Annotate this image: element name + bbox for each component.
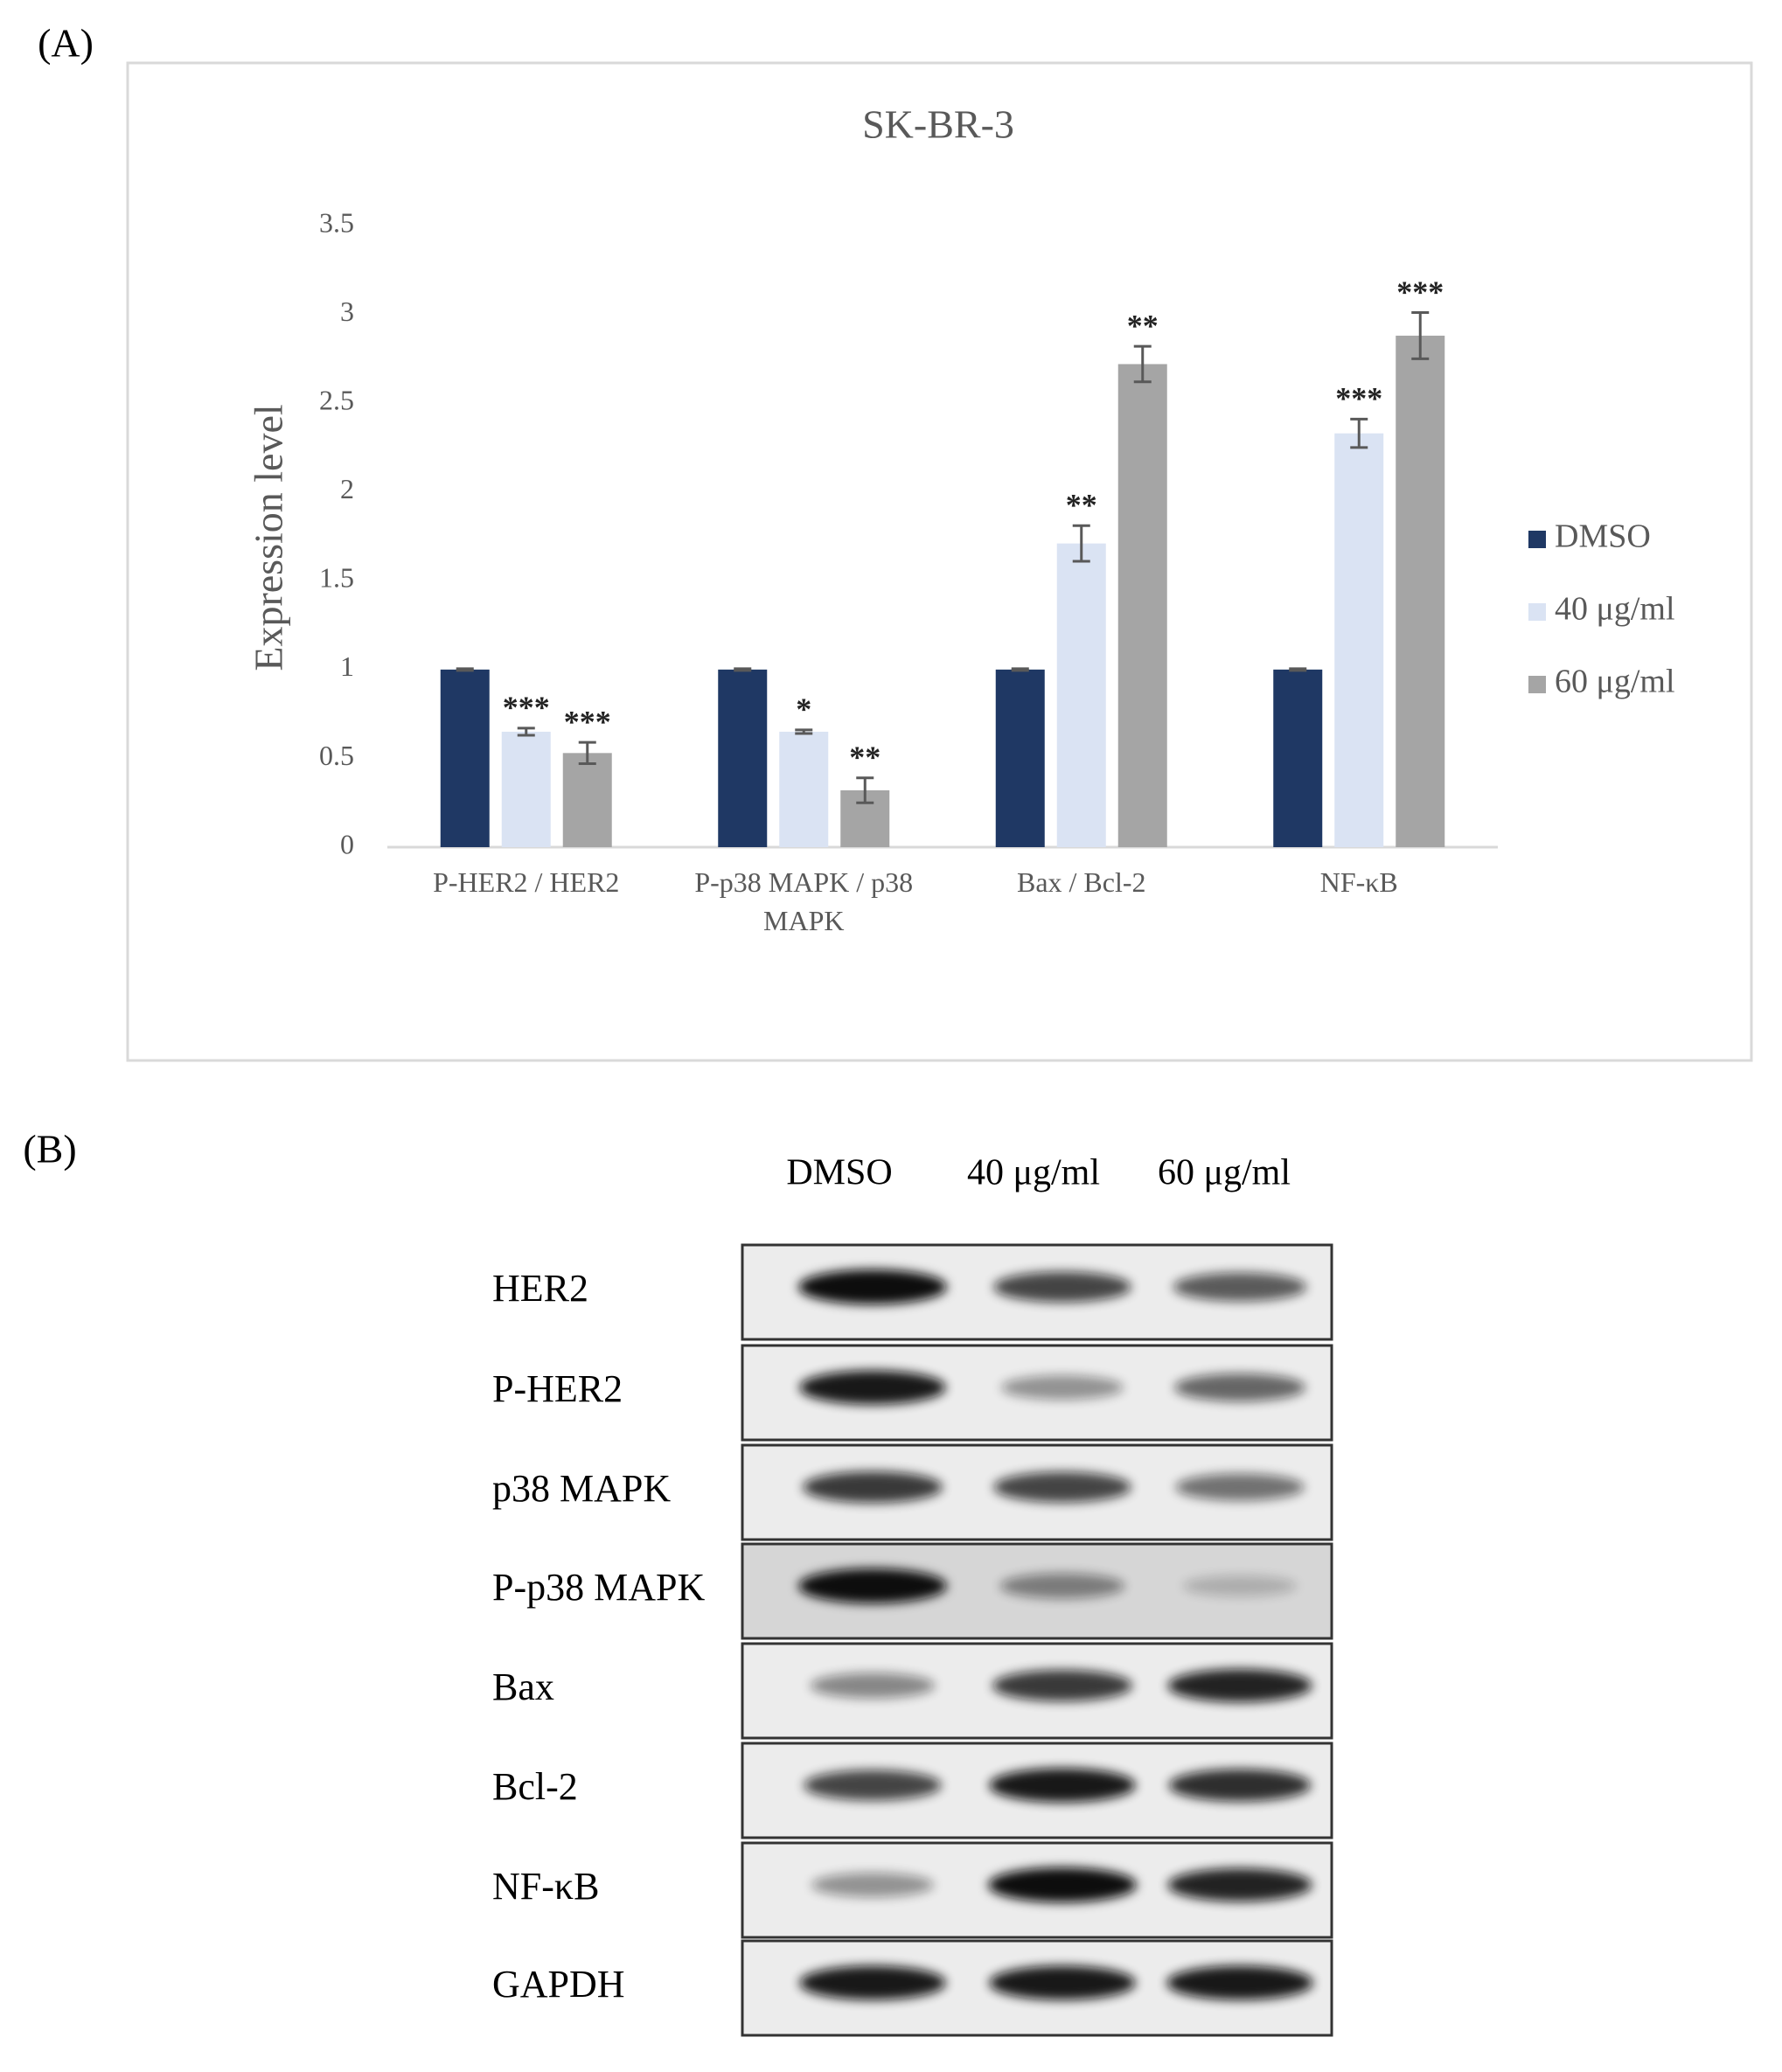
- legend-swatch: [1528, 603, 1546, 621]
- error-bar: [1350, 417, 1368, 449]
- y-tick-label: 1.5: [319, 562, 354, 594]
- error-bar: [1133, 344, 1152, 384]
- y-tick-label: 2: [340, 473, 354, 504]
- blot-band: [993, 1471, 1131, 1503]
- legend-swatch: [1528, 531, 1546, 548]
- error-bar: [1011, 667, 1029, 672]
- y-tick-label: 3.5: [319, 206, 354, 238]
- bar: [779, 731, 829, 847]
- y-tick-label: 2.5: [319, 384, 354, 415]
- blot-band: [989, 1965, 1136, 2000]
- bar: [1056, 543, 1106, 847]
- bar: [501, 731, 551, 847]
- blot-band: [803, 1471, 943, 1503]
- blot-band: [993, 1271, 1131, 1303]
- significance-label: ***: [564, 704, 611, 739]
- chart-frame: [126, 61, 1753, 1062]
- legend-label: 60 μg/ml: [1555, 664, 1675, 700]
- error-bar: [1072, 524, 1090, 563]
- blot-row-label: Bcl-2: [492, 1765, 578, 1808]
- bar: [440, 669, 490, 847]
- blot: DMSO 40 μg/ml 60 μg/ml HER2 P-HER2 p38 MAPK P-…: [492, 1153, 1333, 2037]
- panel-label: (B): [23, 1127, 76, 1172]
- bar: [1273, 669, 1323, 847]
- significance-label: ***: [1335, 381, 1382, 416]
- blot-band: [1167, 1669, 1312, 1702]
- bar: [1396, 335, 1445, 847]
- x-tick-label: P-p38 MAPK / p38 MAPK: [694, 866, 914, 936]
- legend-label: DMSO: [1555, 518, 1651, 555]
- blot-band: [1168, 1769, 1312, 1802]
- error-bar: [1289, 667, 1307, 672]
- blot-band: [1175, 1473, 1305, 1501]
- blot-row-label: NF-κB: [492, 1865, 599, 1908]
- blot-row-label: p38 MAPK: [492, 1467, 671, 1510]
- blot-band: [804, 1770, 942, 1801]
- blot-column-label: 40 μg/ml: [967, 1153, 1100, 1193]
- blot-row-label: GAPDH: [492, 1963, 625, 2006]
- significance-label: **: [1066, 488, 1097, 523]
- blot-row-label: Bax: [492, 1665, 554, 1708]
- blot-band: [799, 1370, 946, 1405]
- error-bar: [456, 667, 474, 672]
- y-tick-label: 0: [340, 828, 354, 859]
- error-bar: [1411, 311, 1430, 360]
- blot-band: [1001, 1375, 1124, 1400]
- error-bar: [578, 740, 596, 766]
- bar: [1334, 433, 1384, 847]
- chart-title: SK-BR-3: [862, 102, 1014, 147]
- panel-label: (A): [38, 21, 94, 66]
- blot-band: [999, 1573, 1125, 1599]
- blot-row-label: P-p38 MAPK: [492, 1566, 705, 1609]
- blot-band: [798, 1568, 947, 1603]
- legend-swatch: [1528, 676, 1546, 693]
- blot-column-label: 60 μg/ml: [1158, 1153, 1291, 1193]
- blot-band: [992, 1670, 1132, 1701]
- blot-band: [1167, 1868, 1312, 1902]
- bar: [995, 669, 1045, 847]
- blot-band: [988, 1867, 1137, 1902]
- significance-label: **: [1127, 308, 1159, 343]
- blot-band: [1166, 1965, 1313, 2000]
- legend-label: 40 μg/ml: [1555, 591, 1675, 628]
- y-tick-label: 0.5: [319, 740, 354, 771]
- blot-band: [811, 1873, 934, 1897]
- x-tick-label: Bax / Bcl-2: [1016, 866, 1146, 898]
- bar: [1117, 364, 1167, 847]
- x-tick-label: P-HER2 / HER2: [433, 866, 620, 898]
- blot-band: [1174, 1373, 1305, 1401]
- blot-band: [1173, 1272, 1307, 1302]
- error-bar: [517, 727, 535, 737]
- significance-label: *: [796, 692, 811, 727]
- significance-label: ***: [1396, 275, 1444, 309]
- error-bar: [734, 667, 752, 672]
- bar: [562, 753, 612, 847]
- blot-band: [1183, 1575, 1297, 1596]
- significance-label: **: [849, 740, 881, 775]
- y-axis-label: Expression level: [247, 404, 291, 671]
- blot-column-label: DMSO: [786, 1153, 892, 1193]
- y-tick-label: 1: [340, 650, 354, 682]
- x-tick-label: NF-κB: [1319, 866, 1398, 898]
- error-bar: [856, 776, 874, 804]
- bar: [718, 669, 768, 847]
- blot-row-label: HER2: [492, 1267, 588, 1310]
- blot-row-label: P-HER2: [492, 1367, 623, 1410]
- blot-band: [989, 1768, 1136, 1803]
- blot-band: [799, 1965, 946, 2000]
- blot-band: [810, 1672, 936, 1699]
- error-bar: [795, 728, 813, 735]
- blot-band: [798, 1269, 947, 1304]
- y-tick-label: 3: [340, 296, 354, 327]
- significance-label: ***: [503, 690, 550, 725]
